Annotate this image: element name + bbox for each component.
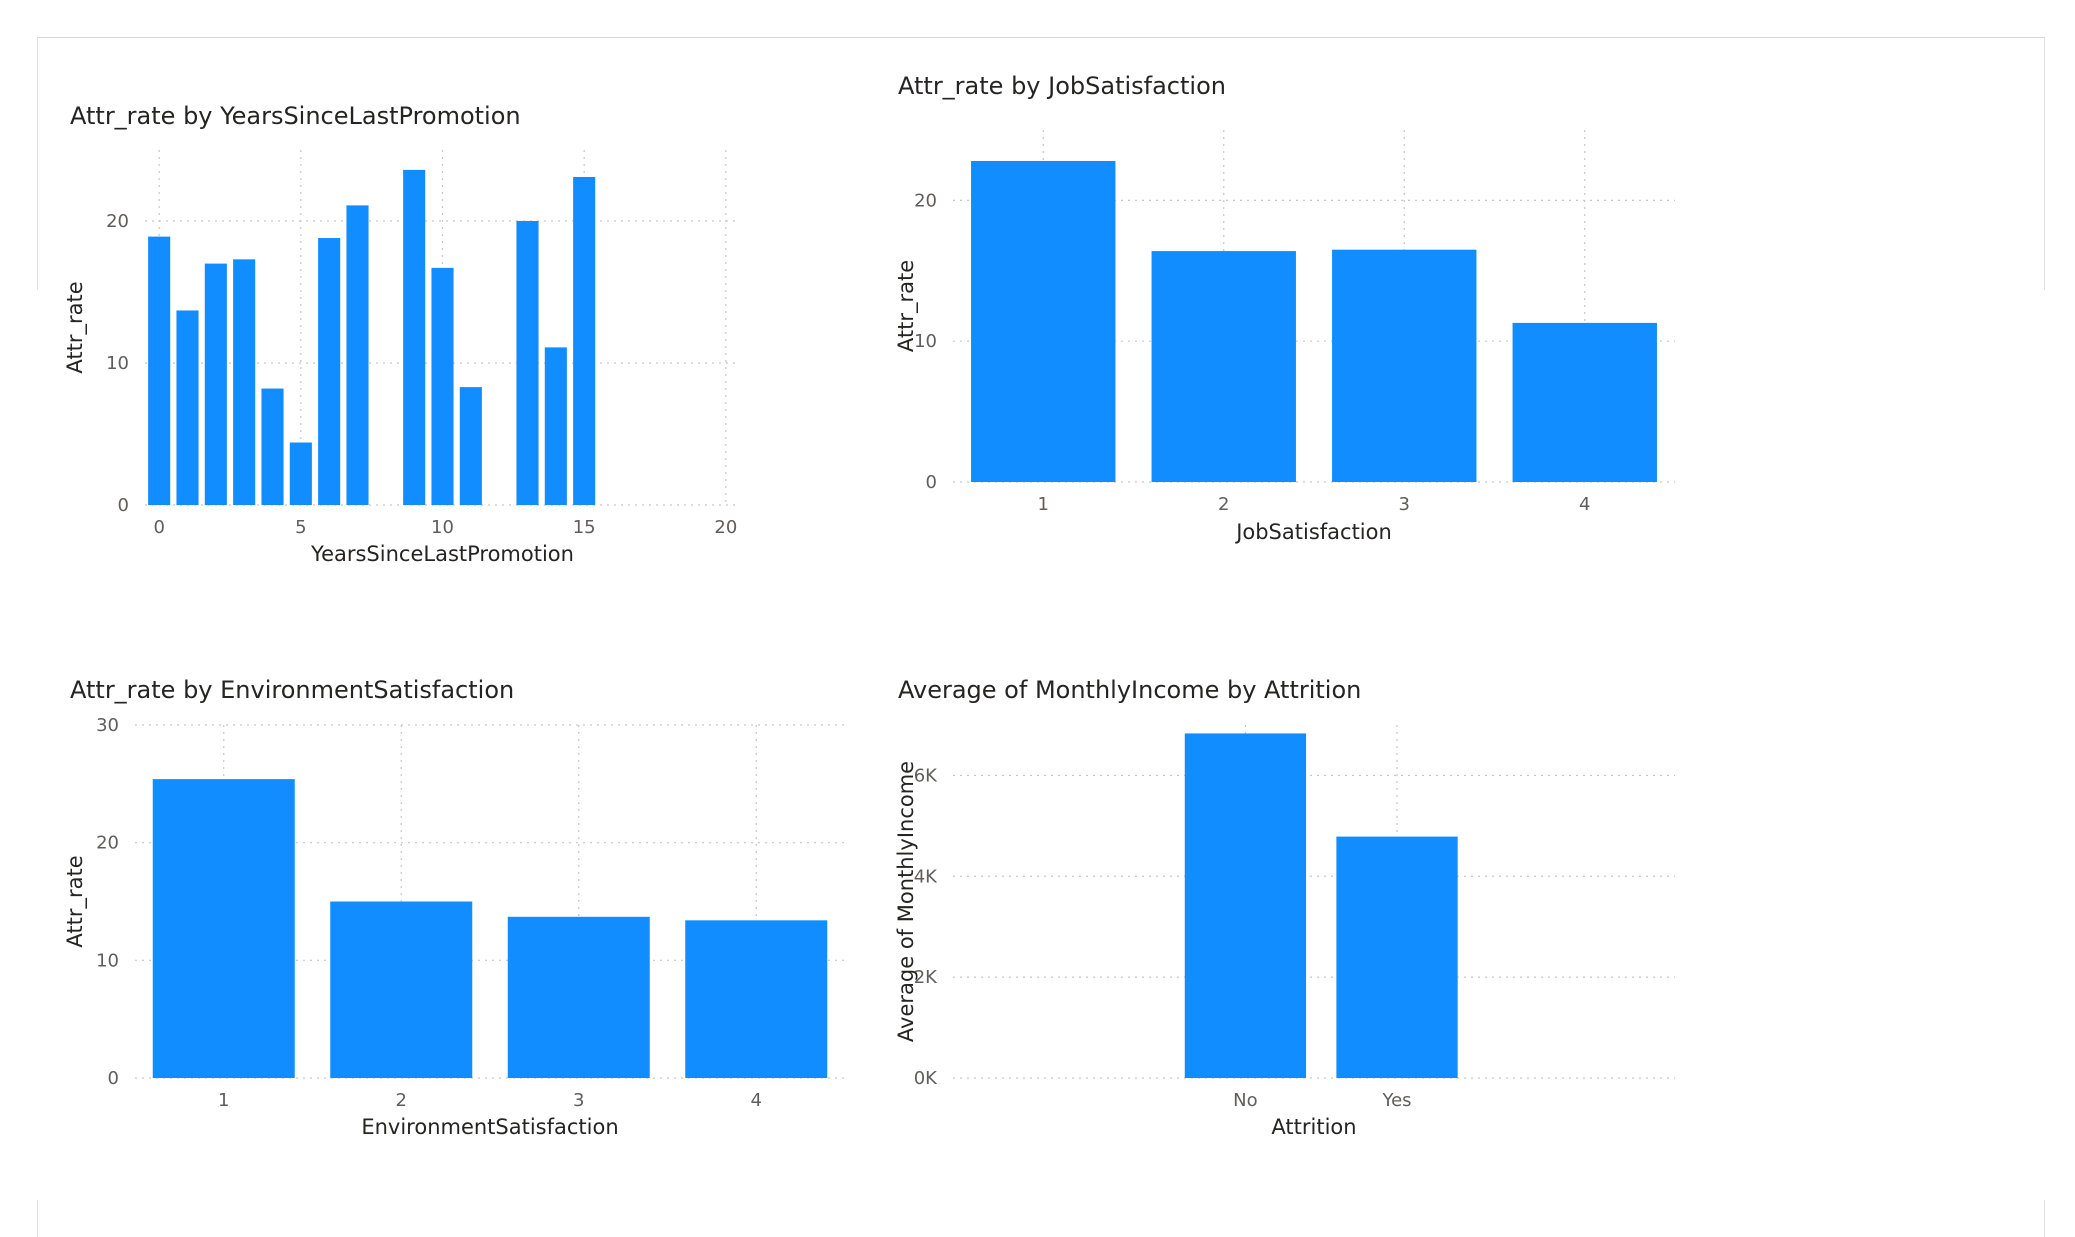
y-axis-label: Attr_rate (63, 855, 88, 947)
chart-svg: Attr_rate by YearsSinceLastPromotion 0 10 2… (63, 102, 740, 566)
chart-attr-rate-by-years-since-last-promotion[interactable]: Attr_rate by YearsSinceLastPromotion 0 10 2… (60, 90, 760, 570)
chart-title: Average of MonthlyIncome by Attrition (898, 676, 1361, 704)
y-axis-label: Attr_rate (63, 281, 88, 373)
x-tick-label: 20 (714, 517, 737, 538)
y-tick-label: 4K (914, 866, 938, 887)
bar (1332, 249, 1477, 482)
bar (204, 263, 227, 505)
x-axis-label: JobSatisfaction (1234, 520, 1392, 544)
y-tick-label: 0 (108, 1068, 119, 1089)
x-axis-label: EnvironmentSatisfaction (361, 1115, 618, 1139)
y-tick-label: 20 (914, 190, 937, 211)
y-tick-label: 0K (914, 1068, 938, 1089)
x-axis-label: YearsSinceLastPromotion (310, 542, 574, 566)
y-tick-label: 30 (96, 715, 119, 736)
x-tick-label: 3 (573, 1090, 584, 1111)
chart-title: Attr_rate by JobSatisfaction (898, 72, 1226, 100)
bar (148, 236, 171, 505)
x-axis-label: Attrition (1271, 1115, 1356, 1139)
bar (261, 388, 284, 505)
bar (318, 238, 341, 506)
bar (289, 442, 312, 505)
y-tick-label: 6K (914, 765, 938, 786)
y-tick-label: 0 (926, 472, 937, 493)
bar (1512, 322, 1657, 482)
y-tick-label: 10 (96, 950, 119, 971)
x-tick-label: 5 (295, 517, 306, 538)
bar (1151, 251, 1296, 482)
x-tick-label: 2 (1218, 494, 1229, 515)
bar (233, 259, 256, 505)
bar (516, 221, 539, 505)
bar (152, 779, 295, 1078)
y-tick-label: 0 (118, 495, 129, 516)
bar (403, 169, 426, 505)
chart-svg: Attr_rate by JobSatisfaction 0 10 20 Attr_ra… (894, 72, 1675, 544)
bar (573, 176, 596, 505)
y-axis-label: Attr_rate (894, 260, 919, 352)
x-tick-label: 4 (1579, 494, 1590, 515)
bar (330, 901, 473, 1078)
x-tick-label: 4 (751, 1090, 762, 1111)
x-tick-label: 15 (573, 517, 596, 538)
bar (685, 920, 828, 1078)
x-tick-label: 3 (1399, 494, 1410, 515)
x-tick-label: 10 (431, 517, 454, 538)
y-tick-label: 2K (914, 967, 938, 988)
x-tick-label: 2 (396, 1090, 407, 1111)
bar (971, 160, 1116, 482)
y-tick-label: 10 (914, 331, 937, 352)
y-tick-label: 20 (106, 211, 129, 232)
bar (1336, 836, 1458, 1078)
y-axis-label: Average of MonthlyIncome (894, 761, 918, 1042)
bar (1184, 733, 1307, 1078)
x-tick-label: 0 (153, 517, 164, 538)
x-tick-label: 1 (1038, 494, 1049, 515)
bar (176, 310, 199, 505)
chart-title: Attr_rate by EnvironmentSatisfaction (70, 676, 514, 704)
chart-svg: Average of MonthlyIncome by Attrition 0K 2… (894, 676, 1675, 1139)
chart-attr-rate-by-job-satisfaction[interactable]: Attr_rate by JobSatisfaction 0 10 20 Attr_ra… (890, 70, 1690, 550)
bar (459, 387, 482, 505)
bar (431, 267, 454, 505)
x-tick-label: 1 (218, 1090, 229, 1111)
chart-svg: Attr_rate by EnvironmentSatisfaction 0 10 2… (63, 676, 845, 1139)
x-tick-label: No (1233, 1090, 1257, 1111)
chart-title: Attr_rate by YearsSinceLastPromotion (70, 102, 521, 130)
bar (544, 347, 567, 505)
bar (346, 205, 369, 505)
chart-attr-rate-by-environment-satisfaction[interactable]: Attr_rate by EnvironmentSatisfaction 0 10 2… (60, 665, 860, 1155)
y-tick-label: 10 (106, 353, 129, 374)
bar (507, 916, 650, 1078)
x-tick-label: Yes (1381, 1090, 1411, 1111)
chart-average-monthly-income-by-attrition[interactable]: Average of MonthlyIncome by Attrition 0K 2… (890, 665, 1690, 1155)
y-tick-label: 20 (96, 833, 119, 854)
